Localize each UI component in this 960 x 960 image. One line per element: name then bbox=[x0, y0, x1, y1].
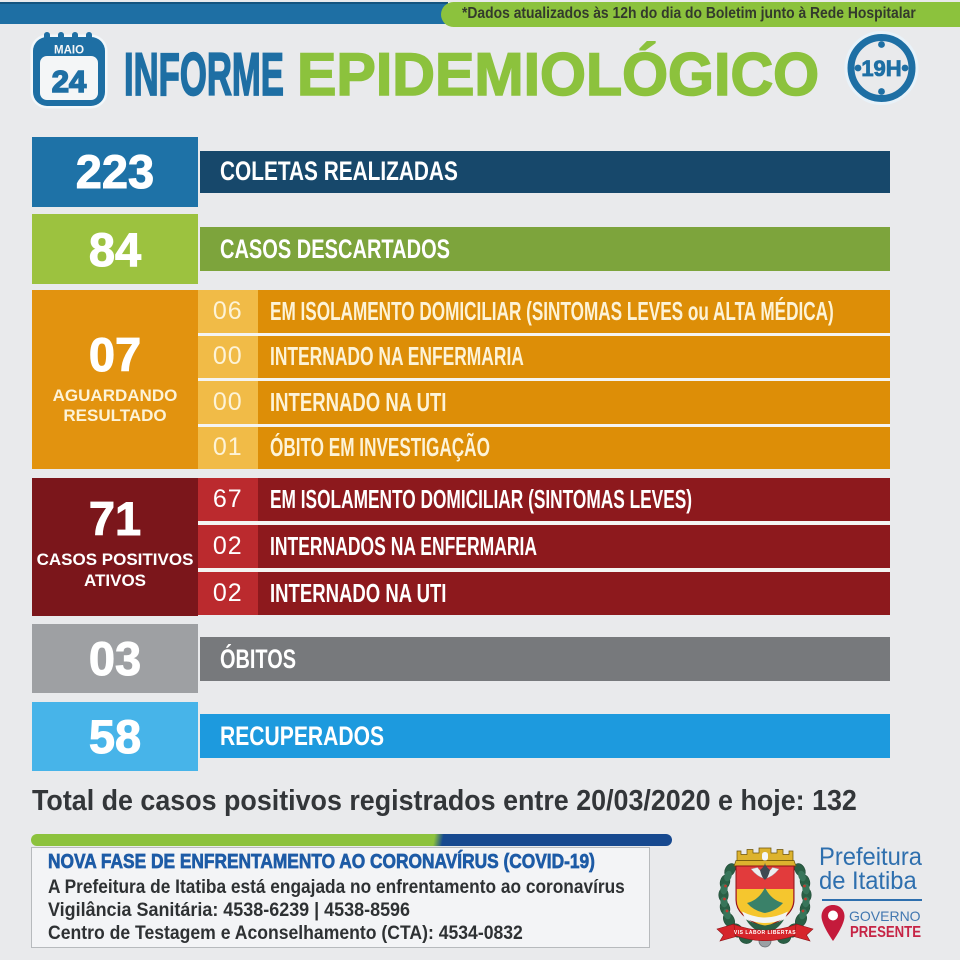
svg-text:MAIO: MAIO bbox=[54, 45, 84, 57]
svg-text:19H: 19H bbox=[861, 56, 901, 81]
svg-text:24: 24 bbox=[52, 64, 87, 99]
svg-text:VIS LABOR LIBERTAS: VIS LABOR LIBERTAS bbox=[734, 930, 796, 936]
